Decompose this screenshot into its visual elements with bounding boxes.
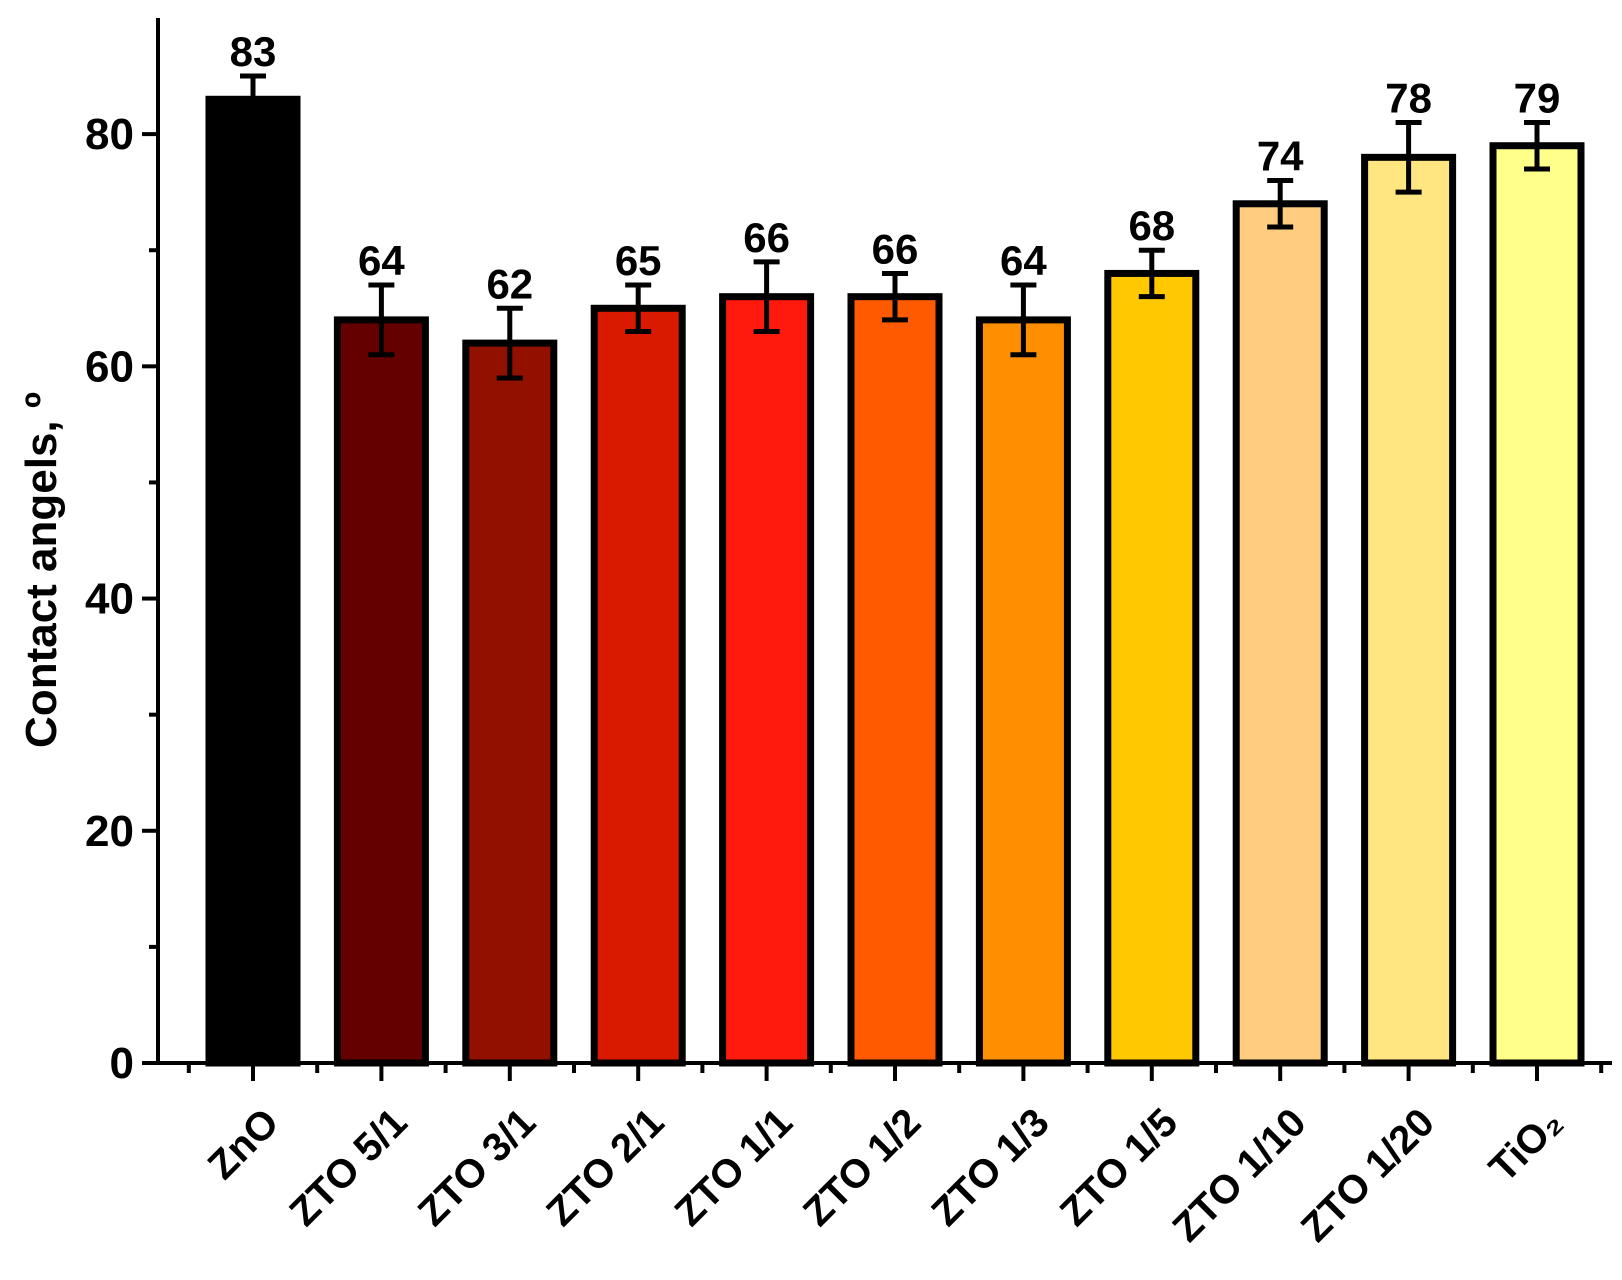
x-tick-label-1: ZnO	[200, 1100, 288, 1188]
bar-4	[590, 304, 686, 1067]
x-tick-label-10: ZTO 1/20	[1293, 1100, 1443, 1250]
bar-6	[847, 293, 943, 1067]
bar-7	[975, 316, 1071, 1067]
error-bars-layer	[240, 73, 1550, 381]
bar-10	[1361, 153, 1457, 1067]
data-label-10: 78	[1385, 75, 1432, 122]
x-tick-label-7: ZTO 1/3	[923, 1100, 1057, 1234]
x-tick-label-3: ZTO 3/1	[410, 1100, 544, 1234]
error-bar-11	[1524, 120, 1550, 172]
error-bar-10	[1395, 120, 1422, 195]
y-tick-label-2: 20	[85, 807, 134, 856]
error-bar-3	[496, 305, 523, 381]
y-tick-label-4: 60	[85, 342, 134, 391]
data-label-1: 83	[230, 28, 277, 75]
y-tick-label-3: 40	[85, 575, 134, 624]
y-tick-label-5: 80	[85, 110, 134, 159]
x-tick-label-2: ZTO 5/1	[281, 1100, 415, 1234]
bar-5	[719, 293, 815, 1067]
x-tick-label-11: TiO₂	[1481, 1100, 1571, 1190]
error-bar-4	[625, 282, 652, 334]
bar-9	[1232, 200, 1328, 1067]
error-bar-6	[882, 270, 908, 323]
bar-1	[205, 95, 301, 1067]
data-label-6: 66	[872, 225, 919, 272]
data-label-4: 65	[615, 237, 662, 284]
data-label-9: 74	[1257, 133, 1304, 180]
error-bar-8	[1138, 247, 1165, 300]
error-bar-7	[1010, 282, 1037, 358]
bar-8	[1104, 269, 1200, 1067]
data-labels-layer: 83 64 62 65 66 66 64 68 74 78 79	[230, 28, 1561, 307]
y-tick-label-1: 0	[110, 1039, 134, 1088]
error-bar-9	[1267, 178, 1294, 230]
x-tick-label-8: ZTO 1/5	[1052, 1100, 1186, 1234]
data-label-7: 64	[1000, 237, 1047, 284]
data-label-5: 66	[743, 214, 790, 261]
data-label-8: 68	[1128, 202, 1175, 249]
bar-2	[333, 316, 429, 1067]
data-label-3: 62	[486, 260, 533, 307]
data-label-11: 79	[1514, 75, 1561, 122]
x-tick-label-9: ZTO 1/10	[1164, 1100, 1314, 1250]
bar-11	[1489, 142, 1585, 1067]
x-tick-label-5: ZTO 1/1	[667, 1100, 801, 1234]
error-bar-5	[753, 259, 780, 334]
x-tick-label-4: ZTO 2/1	[538, 1100, 672, 1234]
error-bar-1	[240, 73, 266, 125]
y-axis-title: Contact angels, º	[17, 392, 66, 748]
x-tick-label-6: ZTO 1/2	[795, 1100, 929, 1234]
data-label-2: 64	[358, 237, 405, 284]
bar-3	[462, 339, 558, 1067]
error-bar-2	[368, 282, 395, 358]
